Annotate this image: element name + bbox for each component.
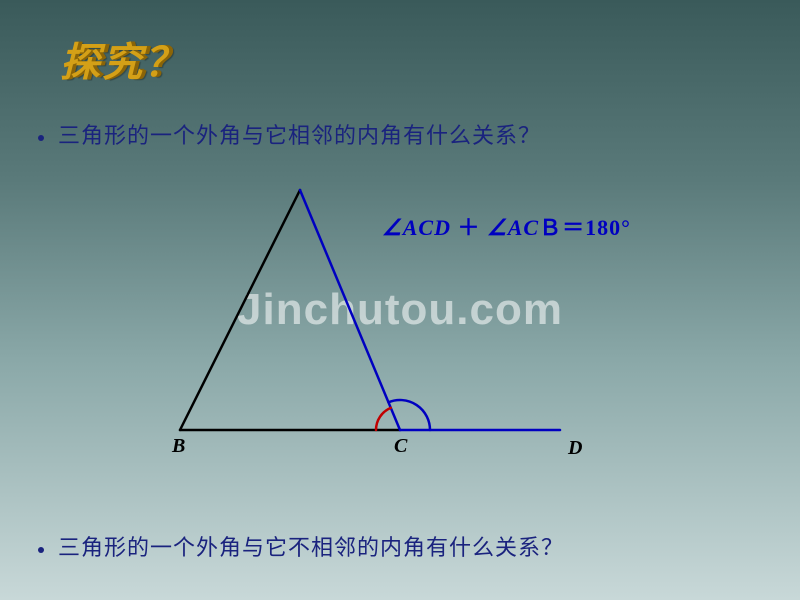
vertex-label-B: B [171, 435, 185, 457]
title-qmark: ？ [144, 40, 186, 85]
eq-degree: ° [621, 215, 631, 240]
question-1-text: 三角形的一个外角与它相邻的内角有什么关系？ [58, 123, 541, 148]
question-2-text: 三角形的一个外角与它不相邻的内角有什么关系？ [58, 535, 564, 560]
vertex-label-C: C [394, 435, 408, 457]
bullet-icon [38, 135, 44, 141]
title-text: 探究 [60, 40, 144, 85]
page-title: 探究？ [60, 30, 186, 88]
question-2: 三角形的一个外角与它不相邻的内角有什么关系？ [38, 530, 564, 562]
vertex-label-D: D [567, 437, 582, 459]
question-1: 三角形的一个外角与它相邻的内角有什么关系？ [38, 118, 541, 150]
triangle-diagram: A B C D [130, 180, 610, 470]
bullet-icon [38, 547, 44, 553]
vertex-label-A: A [290, 180, 305, 185]
diagram-svg: A B C D [130, 180, 610, 470]
